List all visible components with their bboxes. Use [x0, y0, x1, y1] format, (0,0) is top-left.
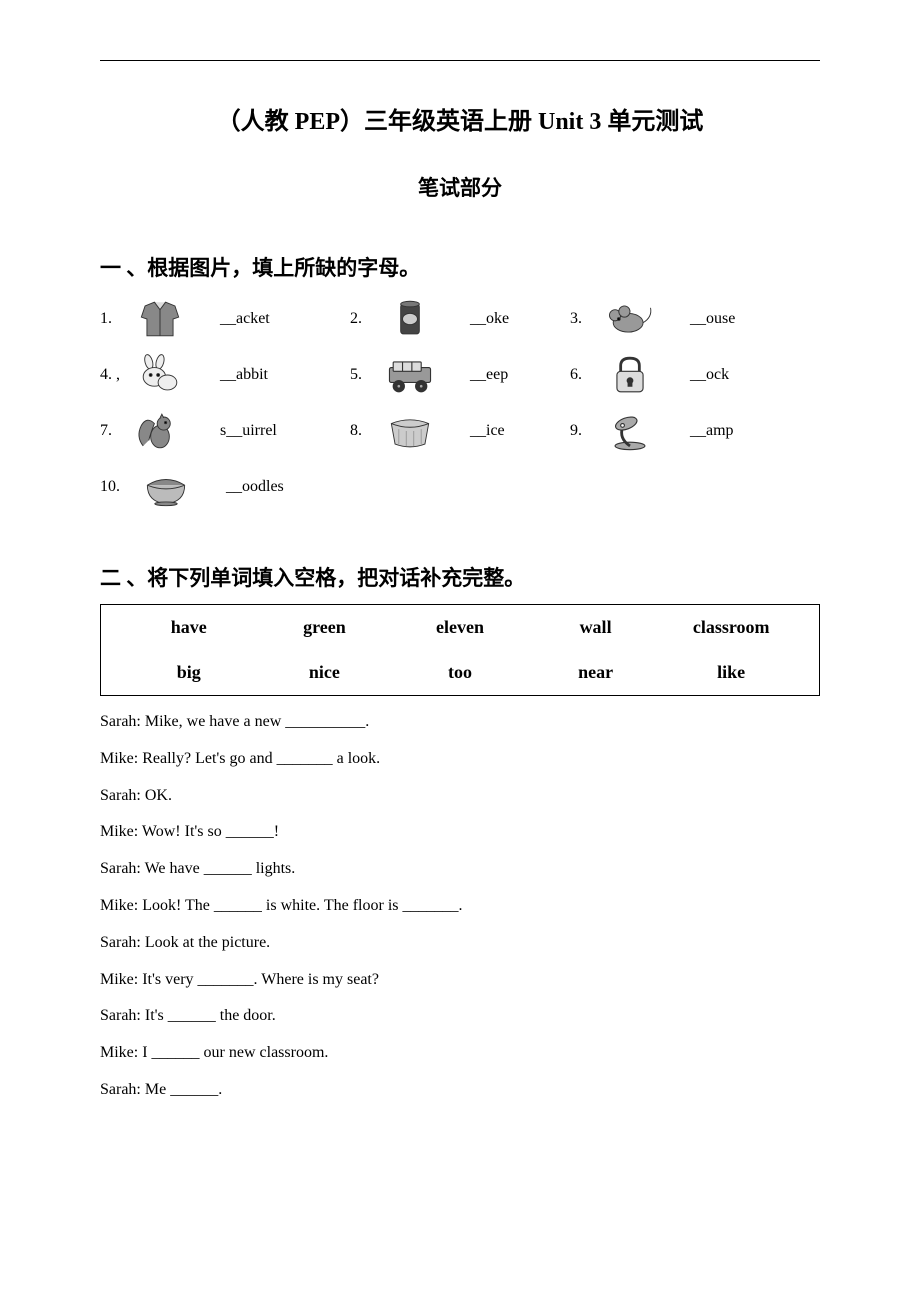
jacket-icon	[130, 297, 190, 341]
word-bank-word: eleven	[392, 617, 528, 638]
rabbit-icon	[130, 353, 190, 397]
dialog-line: Sarah: Look at the picture.	[100, 925, 820, 962]
noodles-icon	[136, 465, 196, 509]
q1-item: 6. __ock	[570, 353, 790, 397]
word-bank-word: classroom	[663, 617, 799, 638]
word-bank-word: like	[663, 662, 799, 683]
item-number: 2.	[350, 310, 380, 328]
section1-heading: 一 、根据图片，填上所缺的字母。	[100, 252, 820, 282]
q1-item: 3. __ouse	[570, 297, 790, 341]
mouse-icon	[600, 297, 660, 341]
q1-item: 9. __amp	[570, 409, 790, 453]
q1-row: 1. __acket 2. __oke 3. __ouse	[100, 294, 820, 344]
ice-icon	[380, 409, 440, 453]
dialog-line: Sarah: Me ______.	[100, 1072, 820, 1109]
dialog-line: Sarah: We have ______ lights.	[100, 851, 820, 888]
squirrel-icon	[130, 409, 190, 453]
word-bank-word: green	[257, 617, 393, 638]
item-word: __amp	[690, 422, 790, 440]
word-bank-word: near	[528, 662, 664, 683]
lock-icon	[600, 353, 660, 397]
worksheet-page: （人教 PEP）三年级英语上册 Unit 3 单元测试 笔试部分 一 、根据图片…	[0, 0, 920, 1169]
word-bank-word: wall	[528, 617, 664, 638]
item-number: 4. ,	[100, 366, 130, 384]
q1-row: 4. , __abbit 5. __eep 6. __ock	[100, 350, 820, 400]
q1-item: 2. __oke	[350, 297, 570, 341]
q1-item: 4. , __abbit	[100, 353, 350, 397]
word-bank-row: have green eleven wall classroom	[101, 605, 819, 650]
item-word: __ice	[470, 422, 570, 440]
word-bank-word: have	[121, 617, 257, 638]
dialog-line: Sarah: OK.	[100, 778, 820, 815]
q1-row: 7. s__uirrel 8. __ice 9. __amp	[100, 406, 820, 456]
item-word: s__uirrel	[220, 422, 320, 440]
page-title: （人教 PEP）三年级英语上册 Unit 3 单元测试	[100, 101, 820, 136]
item-number: 6.	[570, 366, 600, 384]
word-bank-word: big	[121, 662, 257, 683]
word-bank-row: big nice too near like	[101, 650, 819, 696]
q1-item: 7. s__uirrel	[100, 409, 350, 453]
word-bank-word: too	[392, 662, 528, 683]
item-number: 9.	[570, 422, 600, 440]
coke-icon	[380, 297, 440, 341]
item-number: 10.	[100, 478, 136, 496]
section1-grid: 1. __acket 2. __oke 3. __ouse	[100, 294, 820, 512]
section2-heading: 二 、将下列单词填入空格，把对话补充完整。	[100, 562, 820, 592]
dialog-line: Mike: Look! The ______ is white. The flo…	[100, 888, 820, 925]
item-word: __eep	[470, 366, 570, 384]
item-word: __oodles	[226, 478, 326, 496]
dialog-line: Sarah: It's ______ the door.	[100, 998, 820, 1035]
q1-item: 5. __eep	[350, 353, 570, 397]
word-bank-box: have green eleven wall classroom big nic…	[100, 604, 820, 696]
item-word: __acket	[220, 310, 320, 328]
dialog-line: Mike: Really? Let's go and _______ a loo…	[100, 741, 820, 778]
item-number: 8.	[350, 422, 380, 440]
item-word: __ock	[690, 366, 790, 384]
dialog-line: Mike: Wow! It's so ______!	[100, 814, 820, 851]
dialog-line: Sarah: Mike, we have a new __________.	[100, 704, 820, 741]
q1-item: 1. __acket	[100, 297, 350, 341]
item-number: 1.	[100, 310, 130, 328]
item-word: __abbit	[220, 366, 320, 384]
q1-row: 10. __oodles	[100, 462, 820, 512]
page-subtitle: 笔试部分	[100, 172, 820, 202]
q1-item: 10. __oodles	[100, 465, 350, 509]
item-number: 5.	[350, 366, 380, 384]
top-rule	[100, 60, 820, 61]
item-word: __ouse	[690, 310, 790, 328]
jeep-icon	[380, 353, 440, 397]
item-number: 7.	[100, 422, 130, 440]
q1-item: 8. __ice	[350, 409, 570, 453]
word-bank-word: nice	[257, 662, 393, 683]
dialog-line: Mike: I ______ our new classroom.	[100, 1035, 820, 1072]
item-word: __oke	[470, 310, 570, 328]
dialog-block: Sarah: Mike, we have a new __________. M…	[100, 704, 820, 1109]
item-number: 3.	[570, 310, 600, 328]
lamp-icon	[600, 409, 660, 453]
dialog-line: Mike: It's very _______. Where is my sea…	[100, 962, 820, 999]
